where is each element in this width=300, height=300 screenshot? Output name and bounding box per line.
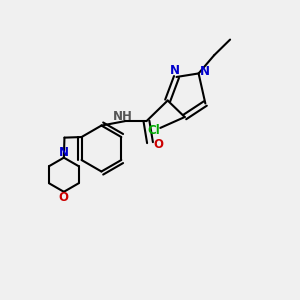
Text: O: O: [59, 190, 69, 204]
Text: NH: NH: [113, 110, 133, 123]
Text: Cl: Cl: [148, 124, 160, 137]
Text: O: O: [153, 138, 163, 151]
Text: N: N: [59, 146, 69, 159]
Text: N: N: [200, 64, 210, 78]
Text: N: N: [170, 64, 180, 77]
